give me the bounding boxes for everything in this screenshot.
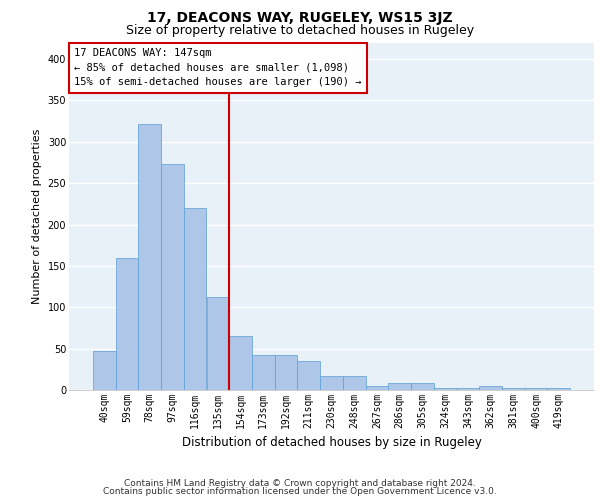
Bar — [116, 258, 139, 390]
Bar — [206, 296, 229, 390]
Text: Size of property relative to detached houses in Rugeley: Size of property relative to detached ho… — [126, 24, 474, 37]
Bar — [298, 361, 320, 390]
Bar — [502, 388, 524, 390]
Text: 17, DEACONS WAY, RUGELEY, WS15 3JZ: 17, DEACONS WAY, RUGELEY, WS15 3JZ — [147, 11, 453, 25]
Bar — [184, 208, 206, 390]
Bar — [365, 386, 388, 390]
Bar — [252, 355, 275, 390]
Text: Contains HM Land Registry data © Crown copyright and database right 2024.: Contains HM Land Registry data © Crown c… — [124, 478, 476, 488]
Bar — [434, 388, 457, 390]
Bar — [343, 376, 365, 390]
Bar — [93, 351, 116, 390]
Bar — [161, 164, 184, 390]
Bar — [547, 388, 570, 390]
Bar — [479, 386, 502, 390]
X-axis label: Distribution of detached houses by size in Rugeley: Distribution of detached houses by size … — [182, 436, 481, 450]
Bar — [275, 355, 298, 390]
Bar — [229, 336, 252, 390]
Text: 17 DEACONS WAY: 147sqm
← 85% of detached houses are smaller (1,098)
15% of semi-: 17 DEACONS WAY: 147sqm ← 85% of detached… — [74, 48, 362, 88]
Y-axis label: Number of detached properties: Number of detached properties — [32, 128, 42, 304]
Bar — [320, 376, 343, 390]
Bar — [411, 384, 434, 390]
Bar — [388, 384, 411, 390]
Bar — [457, 388, 479, 390]
Text: Contains public sector information licensed under the Open Government Licence v3: Contains public sector information licen… — [103, 487, 497, 496]
Bar — [524, 388, 547, 390]
Bar — [139, 124, 161, 390]
